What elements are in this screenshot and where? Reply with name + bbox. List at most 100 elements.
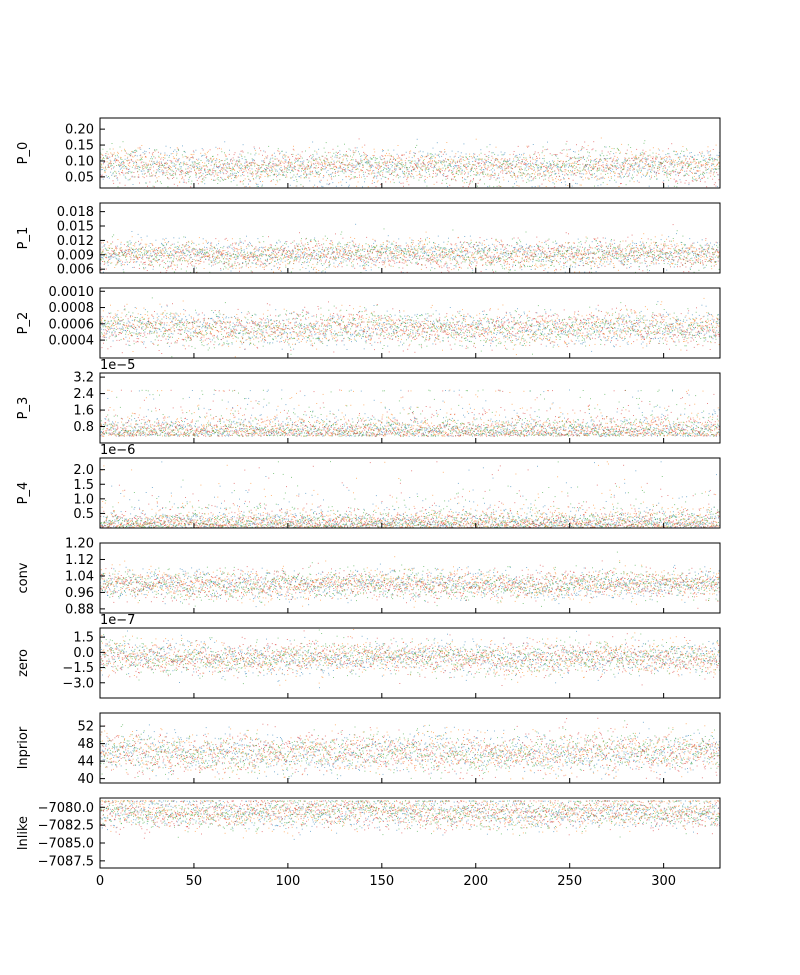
trace-point xyxy=(669,170,671,172)
trace-point xyxy=(324,165,326,167)
trace-point xyxy=(521,161,523,163)
trace-point xyxy=(551,167,553,169)
trace-point xyxy=(346,164,348,166)
trace-point xyxy=(109,163,111,165)
axes-frame xyxy=(99,117,721,189)
trace-point xyxy=(257,183,259,185)
trace-point xyxy=(686,155,688,157)
trace-point xyxy=(517,175,519,177)
trace-point xyxy=(215,161,217,163)
trace-point xyxy=(427,166,429,168)
trace-point xyxy=(469,182,471,184)
trace-point xyxy=(392,179,394,181)
trace-point xyxy=(258,165,260,167)
trace-point xyxy=(491,257,493,259)
trace-point xyxy=(442,159,444,161)
trace-point xyxy=(398,162,400,164)
trace-point xyxy=(569,148,571,150)
trace-point xyxy=(135,160,137,162)
trace-point xyxy=(551,168,552,170)
trace-point xyxy=(637,170,639,172)
trace-point xyxy=(367,249,368,251)
trace-point xyxy=(416,167,418,169)
trace-point xyxy=(164,154,166,156)
trace-point xyxy=(374,166,376,168)
trace-point xyxy=(238,159,240,161)
trace-point xyxy=(244,167,246,168)
trace-point xyxy=(352,253,354,255)
trace-point xyxy=(563,178,565,180)
trace-point xyxy=(641,159,643,161)
trace-point xyxy=(409,162,411,164)
trace-point xyxy=(695,179,697,181)
trace-point xyxy=(537,170,539,172)
trace-point xyxy=(256,172,258,174)
trace-point xyxy=(184,175,186,177)
trace-point xyxy=(412,175,414,177)
trace-point xyxy=(598,161,600,163)
trace-point xyxy=(606,251,608,253)
trace-point xyxy=(497,166,499,168)
trace-point xyxy=(515,181,517,183)
trace-point xyxy=(427,154,429,156)
trace-point xyxy=(123,164,125,166)
trace-point xyxy=(367,161,369,163)
trace-point xyxy=(512,171,514,173)
trace-point xyxy=(116,177,118,179)
trace-point xyxy=(141,170,143,172)
trace-point xyxy=(458,160,460,162)
trace-point xyxy=(715,168,717,170)
trace-point xyxy=(324,160,325,162)
trace-point xyxy=(181,169,183,171)
trace-point xyxy=(315,173,317,175)
trace-point xyxy=(607,255,609,257)
trace-point xyxy=(652,158,654,160)
trace-point xyxy=(140,166,142,168)
trace-point xyxy=(259,265,261,267)
trace-point xyxy=(296,181,298,183)
trace-point xyxy=(711,168,713,170)
trace-point xyxy=(682,165,684,167)
trace-point xyxy=(477,250,479,252)
trace-point xyxy=(704,159,706,161)
trace-point xyxy=(233,154,235,156)
trace-point xyxy=(657,148,659,150)
trace-point xyxy=(119,146,121,148)
trace-point xyxy=(190,157,192,159)
trace-point xyxy=(390,164,392,165)
trace-point xyxy=(150,163,152,165)
trace-point xyxy=(568,249,570,251)
trace-point xyxy=(572,247,574,249)
trace-point xyxy=(551,174,552,176)
trace-point xyxy=(451,179,452,181)
trace-point xyxy=(404,165,406,167)
trace-point xyxy=(278,249,280,251)
trace-point xyxy=(518,171,520,173)
trace-point xyxy=(415,147,416,148)
trace-point xyxy=(445,161,447,163)
trace-point xyxy=(207,174,209,175)
trace-point xyxy=(544,241,546,243)
trace-point xyxy=(155,171,157,173)
trace-point xyxy=(362,249,364,251)
trace-point xyxy=(197,169,199,171)
trace-point xyxy=(569,158,571,160)
trace-point xyxy=(546,162,548,163)
trace-point xyxy=(535,177,537,179)
trace-point xyxy=(408,184,410,186)
trace-point xyxy=(231,247,233,249)
trace-point xyxy=(438,153,440,155)
trace-point xyxy=(297,157,299,159)
trace-point xyxy=(390,156,392,157)
trace-point xyxy=(555,254,557,256)
trace-point xyxy=(327,170,329,171)
trace-point xyxy=(101,154,103,156)
trace-point xyxy=(314,250,316,252)
trace-point xyxy=(151,261,153,263)
trace-point xyxy=(321,271,323,273)
trace-point xyxy=(208,160,210,162)
trace-point xyxy=(466,253,468,255)
trace-point xyxy=(610,240,612,242)
trace-point xyxy=(186,171,188,172)
trace-point xyxy=(684,244,686,246)
